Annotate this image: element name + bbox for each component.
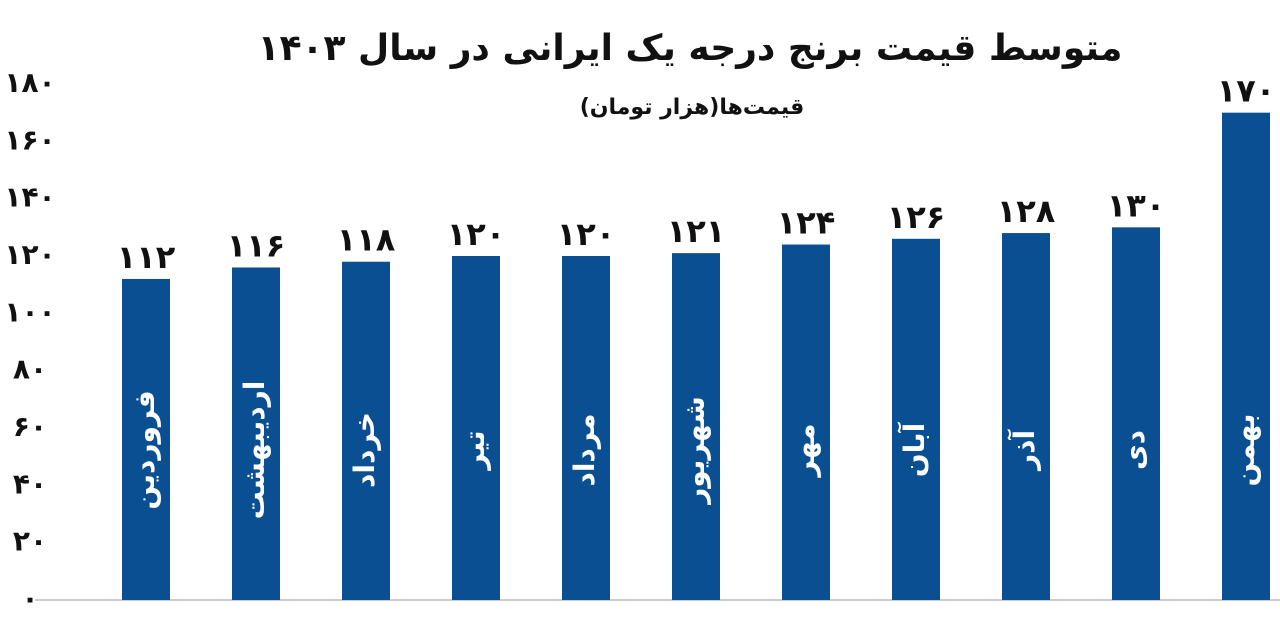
y-tick-label: ۸۰ xyxy=(13,353,47,386)
x-tick-label: آذر xyxy=(1007,429,1041,472)
y-tick-label: ۲۰ xyxy=(13,525,47,558)
chart-subtitle: قیمت‌ها(هزار تومان) xyxy=(580,95,805,120)
value-label: ۱۱۸ xyxy=(337,221,396,259)
bar xyxy=(672,253,720,600)
value-label: ۱۱۶ xyxy=(227,226,286,264)
x-tick-label: مرداد xyxy=(568,413,601,486)
x-tick-label: شهریور xyxy=(678,396,711,506)
bar xyxy=(1002,233,1050,601)
value-label: ۱۲۶ xyxy=(887,198,946,236)
x-tick-label: بهمن xyxy=(1228,414,1261,487)
value-label: ۱۲۴ xyxy=(777,204,836,242)
value-label: ۱۷۰ xyxy=(1217,72,1276,110)
x-tick-label: آبان xyxy=(897,421,931,477)
bar xyxy=(782,244,830,601)
bar xyxy=(1222,112,1270,601)
x-tick-label: مهر xyxy=(788,423,821,478)
value-label: ۱۲۰ xyxy=(557,215,616,253)
value-label: ۱۲۸ xyxy=(997,192,1056,230)
bar xyxy=(892,238,940,601)
bar xyxy=(232,267,280,600)
bar xyxy=(122,278,170,600)
y-tick-label: ۱۶۰ xyxy=(4,123,55,156)
x-tick-label: فروردین xyxy=(128,390,161,509)
value-label: ۱۳۰ xyxy=(1107,186,1166,224)
x-tick-label: خرداد xyxy=(348,412,381,488)
x-tick-label: دی xyxy=(1118,430,1151,470)
bar xyxy=(452,256,500,600)
y-tick-label: ۱۲۰ xyxy=(4,238,55,271)
y-tick-label: ۰ xyxy=(21,582,38,615)
chart-title: متوسط قیمت برنج درجه یک ایرانی در سال ۱۴… xyxy=(258,28,1123,69)
y-tick-label: ۱۴۰ xyxy=(4,181,55,214)
y-tick-label: ۴۰ xyxy=(13,467,47,500)
y-tick-label: ۱۸۰ xyxy=(4,66,55,99)
y-tick-label: ۶۰ xyxy=(13,410,47,443)
bar xyxy=(1112,227,1160,601)
value-label: ۱۲۱ xyxy=(667,212,726,250)
value-label: ۱۱۲ xyxy=(117,238,176,276)
x-tick-label: اردیبهشت xyxy=(238,381,271,520)
x-tick-label: تیر xyxy=(458,430,491,471)
bar xyxy=(342,261,390,600)
value-label: ۱۲۰ xyxy=(447,215,506,253)
y-tick-label: ۱۰۰ xyxy=(4,295,55,328)
bar xyxy=(562,256,610,600)
